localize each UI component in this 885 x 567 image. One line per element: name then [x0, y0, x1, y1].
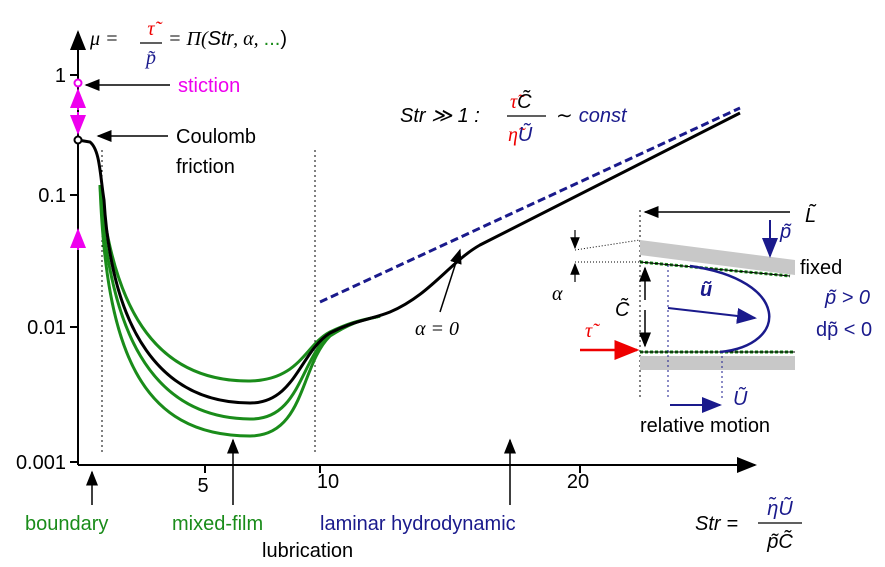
x-tick-label: 5: [197, 475, 208, 497]
alpha: , α,: [233, 28, 264, 50]
pi: = Π(: [168, 28, 209, 50]
regime-label: laminar hydrodynamic: [320, 513, 516, 535]
u: Ũ: [518, 122, 533, 146]
stiction-label: stiction: [178, 75, 240, 97]
x-axis-label: Str =: [695, 513, 738, 535]
U-label: Ũ: [733, 386, 748, 410]
alpha-zero-label: α = 0: [415, 318, 459, 340]
y-axis-label: μ =: [89, 28, 119, 50]
inset: L̃ p̃ fixed p̃ > 0 dp̃ < 0 α C̃ ũ τ̃ Ũ r…: [552, 203, 872, 437]
y-num: τ̃: [147, 18, 162, 40]
bottom-plate: [640, 356, 795, 370]
top-line: [639, 261, 791, 277]
coulomb-label: friction: [176, 156, 235, 178]
u-label: ũ: [700, 279, 712, 301]
x-den: p̃C̃: [766, 529, 793, 553]
velocity-profile: [689, 264, 771, 354]
y-den: p̃: [144, 47, 156, 69]
eq: =: [727, 513, 739, 535]
str: Str: [695, 513, 722, 535]
dp-label: dp̃ < 0: [816, 319, 872, 341]
y-tick-label: 1: [55, 65, 66, 87]
y-tick-label: 0.001: [16, 452, 66, 474]
top-plate: [640, 240, 795, 275]
green-curve: [98, 184, 381, 383]
asymptote-sim: ∼ const: [556, 105, 628, 127]
y-tick-label: 0.01: [27, 317, 66, 339]
velocity-arrow: [667, 307, 757, 324]
C-label: C̃: [615, 297, 630, 321]
coulomb-point: [73, 135, 83, 145]
stribeck-curve: [77, 111, 741, 405]
alpha-arrow: [439, 248, 462, 313]
alpha-guide: [574, 239, 641, 251]
alpha-label: α: [552, 283, 563, 305]
motion-label: relative motion: [640, 415, 770, 437]
x-tick-label: 20: [567, 471, 589, 493]
p-pos-label: p̃ > 0: [824, 287, 870, 309]
asymptote-cond: Str ≫ 1 :: [400, 105, 480, 127]
regime-label: lubrication: [262, 540, 353, 562]
const: const: [579, 105, 628, 127]
x-tick-label: 10: [317, 471, 339, 493]
sim: ∼: [556, 105, 573, 127]
asymptote-den: η̃Ũ: [508, 122, 533, 146]
y-tick-label: 0.1: [38, 185, 66, 207]
x-num: η̃Ũ: [767, 496, 793, 520]
close: ): [280, 28, 287, 50]
y-axis-label-rest: = Π(Str, α, ...): [168, 28, 287, 50]
asymptote-num: τ̃C̃: [510, 89, 532, 113]
fixed-label: fixed: [800, 257, 842, 279]
regime-label: mixed-film: [172, 513, 263, 535]
dots: ...: [264, 28, 281, 50]
p-label: p̃: [779, 221, 792, 243]
L-label: L̃: [805, 203, 816, 227]
c: C̃: [517, 89, 532, 113]
tau-label: τ̃: [585, 320, 600, 342]
asymptote-line: [319, 106, 741, 304]
str: Str: [208, 28, 235, 50]
regime-label: boundary: [25, 513, 108, 535]
coulomb-label: Coulomb: [176, 126, 256, 148]
green-curve: [98, 184, 381, 438]
stiction-point: [73, 78, 83, 88]
mu: μ =: [89, 28, 119, 50]
